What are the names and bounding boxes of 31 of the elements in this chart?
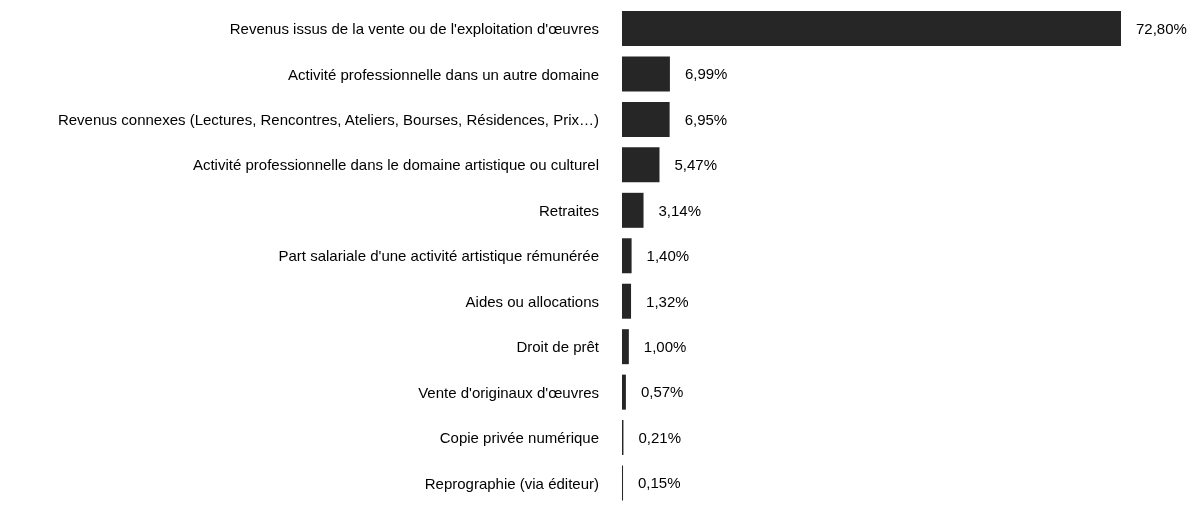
y-tick-label: Activité professionnelle dans un autre domaine bbox=[287, 65, 599, 83]
bar bbox=[622, 11, 1121, 46]
bar bbox=[622, 56, 670, 92]
y-tick-label: Reprographie (via éditeur) bbox=[424, 474, 599, 492]
y-tick-label: Retraites bbox=[538, 201, 599, 219]
data-label: 1,00% bbox=[643, 338, 687, 356]
y-tick-label: Revenus issus de la vente ou de l'exploitation d'œuvres bbox=[229, 20, 599, 38]
y-tick-label: Droit de prêt bbox=[516, 338, 600, 356]
data-label: 3,14% bbox=[658, 201, 702, 219]
bar bbox=[622, 192, 644, 228]
data-label: 0,57% bbox=[640, 383, 684, 401]
y-tick-label: Copie privée numérique bbox=[439, 429, 599, 447]
data-label: 1,32% bbox=[646, 292, 689, 310]
bar bbox=[622, 238, 632, 274]
data-label: 72,80% bbox=[1136, 19, 1187, 37]
bar bbox=[622, 101, 670, 137]
y-tick-label: Revenus connexes (Lectures, Rencontres, Ateliers, Bourses, Résidences, Prix…) bbox=[57, 110, 599, 128]
y-tick-label: Part salariale d'une activité artistique rémunérée bbox=[278, 247, 599, 265]
y-tick-label: Vente d'originaux d'œuvres bbox=[418, 383, 599, 401]
bar bbox=[622, 283, 632, 319]
data-label: 6,95% bbox=[684, 110, 728, 128]
data-label: 0,15% bbox=[638, 474, 681, 492]
data-label: 5,47% bbox=[674, 156, 718, 174]
bar bbox=[622, 147, 660, 183]
y-tick-label: Activité professionnelle dans le domaine artistique ou culturel bbox=[192, 156, 599, 174]
bar bbox=[622, 329, 629, 365]
bar bbox=[622, 374, 626, 410]
y-tick-label: Aides ou allocations bbox=[465, 292, 599, 310]
data-label: 6,99% bbox=[684, 65, 728, 83]
data-label: 1,40% bbox=[646, 247, 690, 265]
data-label: 0,21% bbox=[638, 428, 681, 446]
